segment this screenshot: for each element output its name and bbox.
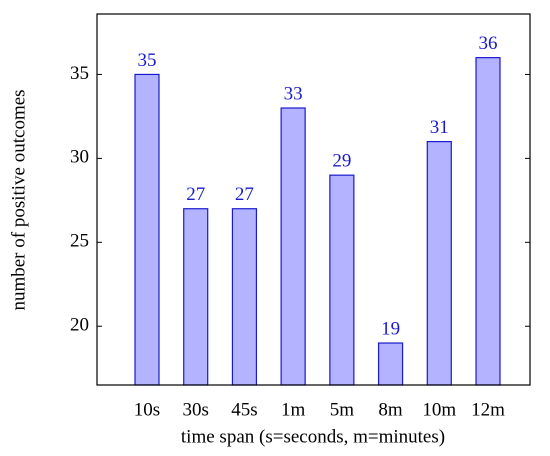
x-tick-label: 30s <box>183 399 209 420</box>
x-tick-label: 45s <box>231 399 257 420</box>
bar <box>280 107 306 386</box>
y-tick-label: 20 <box>70 315 89 336</box>
y-tick-label: 25 <box>70 231 89 252</box>
y-tick-label: 35 <box>70 63 89 84</box>
data-label: 27 <box>186 184 205 205</box>
x-tick-label: 10s <box>134 399 160 420</box>
data-label: 29 <box>332 151 351 172</box>
bar <box>183 208 209 386</box>
bar <box>329 174 355 386</box>
data-label: 19 <box>381 318 400 339</box>
bar <box>134 73 160 386</box>
x-tick-label: 10m <box>422 399 456 420</box>
x-tick-label: 12m <box>471 399 505 420</box>
data-label: 33 <box>284 83 303 104</box>
data-label: 35 <box>138 50 157 71</box>
y-axis-label: number of positive outcomes <box>8 89 29 310</box>
x-tick-label: 5m <box>330 399 355 420</box>
bar <box>377 342 404 386</box>
data-label: 27 <box>235 184 254 205</box>
plot-frame <box>96 13 531 386</box>
data-label: 31 <box>430 117 449 138</box>
x-axis-label: time span (s=seconds, m=minutes) <box>181 426 445 447</box>
x-tick-label: 1m <box>281 399 306 420</box>
bar <box>426 140 452 386</box>
data-label: 36 <box>479 33 498 54</box>
bar <box>231 208 258 386</box>
bar <box>475 57 501 386</box>
x-tick-label: 8m <box>378 399 403 420</box>
y-tick-label: 30 <box>70 147 89 168</box>
